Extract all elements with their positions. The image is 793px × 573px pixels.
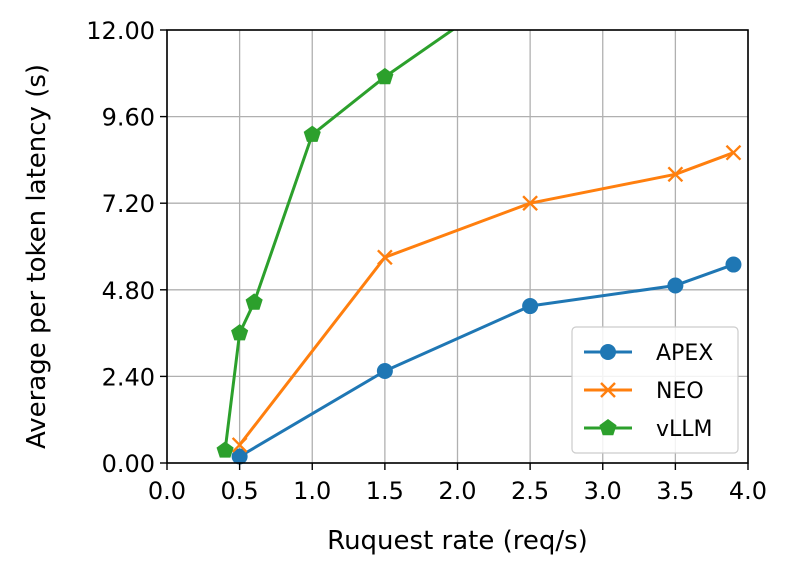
legend-box [571,326,739,454]
x-stroke [667,166,684,183]
x-tick-label: 3.5 [656,477,694,505]
x-axis-label: Ruquest rate (req/s) [327,526,588,556]
x-stroke [725,144,742,161]
legend-marker [600,382,616,398]
grid-lines [166,29,749,464]
legend-marker [600,344,616,360]
legend-marker [599,419,617,436]
legend-entry-apex: APEX [584,341,713,366]
x-tick-label: 0.5 [221,477,259,505]
vllm-line [223,30,455,451]
apex-point [725,256,742,273]
legend-label-vllm: vLLM [656,417,713,442]
neo-point [231,437,248,453]
x-tick-label: 2.5 [511,477,549,505]
y-axis-label: Average per token latency (s) [22,64,52,449]
apex-point [376,362,393,379]
y-tick-label: 9.60 [102,104,155,132]
vllm-point [376,67,394,85]
neo-point [522,195,538,212]
y-tick-label: 7.20 [102,190,155,218]
x-stroke [600,382,616,398]
vllm-point [303,125,321,142]
vllm-point [245,293,263,310]
x-tick-label: 0.0 [148,477,186,505]
vllm-point [231,324,249,341]
legend-label-apex: APEX [656,341,713,366]
x-stroke [231,437,248,453]
y-tick-label: 4.80 [102,277,155,305]
y-tick-label: 2.40 [102,363,155,391]
vllm-point [216,441,234,458]
legend-entry-vllm: vLLM [584,417,713,442]
x-stroke [522,195,538,212]
y-tick-label: 0.00 [102,450,155,478]
apex-point [231,448,248,465]
x-tick-label: 1.0 [293,477,331,505]
apex-point [522,298,539,315]
legend-label-neo: NEO [656,379,704,404]
neo-point [725,144,742,161]
x-tick-label: 2.0 [438,477,476,505]
x-tick-label: 4.0 [729,477,767,505]
series-layer [216,30,742,465]
x-tick-label: 3.0 [584,477,622,505]
series-apex [231,256,742,465]
legend-entry-neo: NEO [584,379,704,404]
axis-ticks: 0.0 0.5 1.0 1.5 2.0 2.5 3.0 3.5 4.0 0.00 2.40 4.80 7… [86,17,767,505]
x-tick-label: 1.5 [366,477,404,505]
series-vllm [216,30,455,458]
neo-point [667,166,684,183]
legend: APEX NEO vLLM [571,326,739,454]
y-tick-label: 12.00 [86,17,155,45]
neo-point [377,249,393,266]
apex-point [667,277,684,294]
series-neo [231,144,742,453]
x-stroke [377,249,393,266]
